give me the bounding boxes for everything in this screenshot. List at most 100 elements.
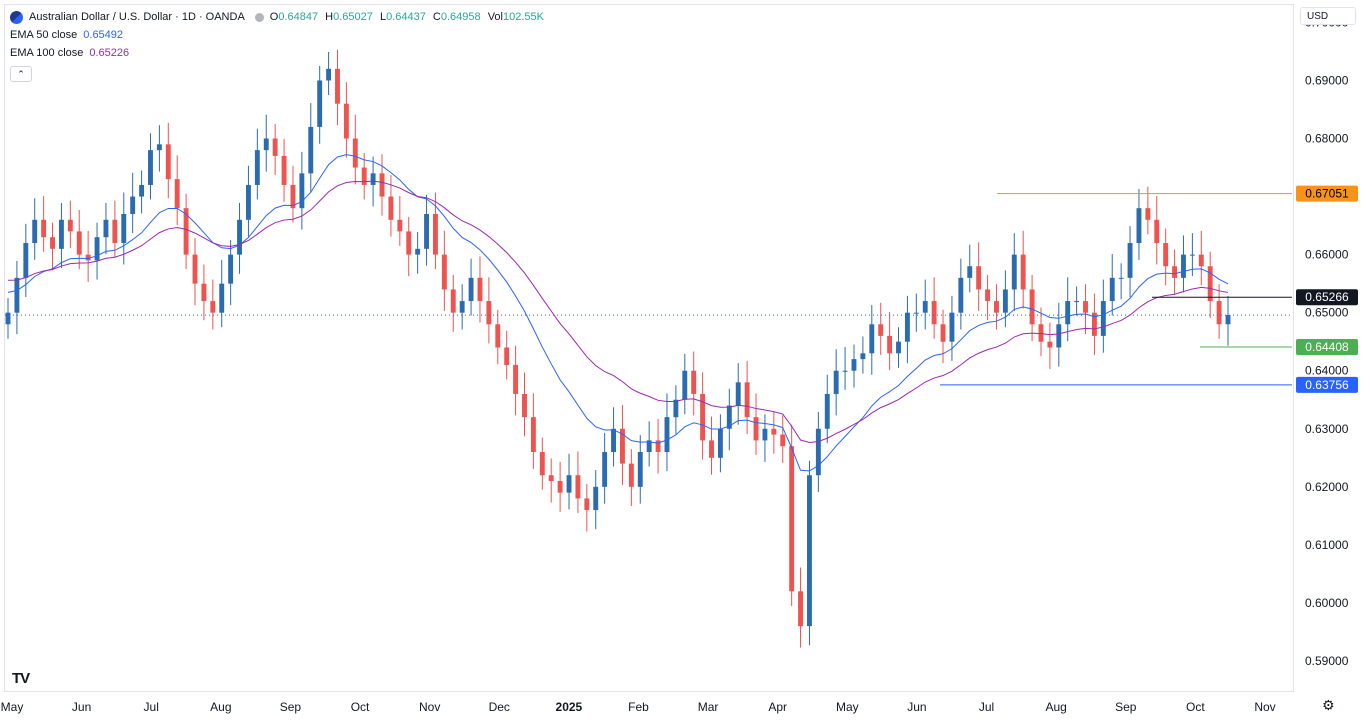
candle-body — [958, 277, 964, 313]
candle-body — [913, 312, 919, 314]
candle-body — [388, 196, 394, 220]
candle-body — [807, 475, 812, 627]
candle-body — [780, 434, 786, 447]
candle-body — [459, 301, 465, 313]
currency-selector[interactable]: USD — [1300, 7, 1356, 25]
level-price-label: 0.67051 — [1305, 187, 1349, 201]
candle-body — [967, 266, 973, 278]
candle-body — [557, 481, 563, 493]
candle-body — [1136, 208, 1142, 244]
candle-body — [165, 144, 171, 180]
x-tick-label: Sep — [280, 700, 302, 714]
y-tick-label: 0.65000 — [1305, 306, 1349, 320]
candle-body — [424, 213, 429, 249]
y-tick-label: 0.69000 — [1305, 73, 1349, 87]
ema100-row[interactable]: EMA 100 close 0.65226 — [10, 44, 548, 62]
candle-body — [450, 289, 456, 313]
candle-body — [628, 463, 634, 487]
candle-body — [1074, 301, 1080, 303]
candle-body — [522, 393, 527, 418]
candle-body — [1172, 266, 1178, 278]
y-tick-label: 0.68000 — [1305, 132, 1349, 146]
candle-body — [210, 301, 216, 313]
ema100-label: EMA 100 close — [10, 47, 84, 59]
ema50-line — [7, 154, 1229, 472]
level-price-label: 0.63756 — [1305, 378, 1349, 392]
candle-body — [530, 417, 536, 452]
candle-body — [1011, 254, 1017, 290]
x-tick-label: Nov — [1254, 700, 1275, 714]
ema50-row[interactable]: EMA 50 close 0.65492 — [10, 26, 548, 44]
ema100-value: 0.65226 — [89, 47, 130, 59]
candle-body — [219, 283, 225, 313]
candle-body — [940, 324, 946, 342]
candle-body — [5, 312, 11, 325]
candle-body — [611, 428, 616, 452]
x-tick-label: Oct — [351, 700, 370, 714]
candle-body — [201, 283, 207, 302]
candle-body — [379, 173, 385, 197]
candle-body — [1207, 266, 1213, 302]
candle-body — [824, 393, 830, 429]
candle-body — [691, 370, 697, 394]
candle-body — [281, 155, 287, 185]
candle-body — [495, 324, 501, 348]
candle-body — [1056, 324, 1062, 348]
candle-body — [673, 399, 679, 418]
candle-body — [985, 289, 991, 302]
candle-body — [263, 138, 269, 151]
candle-body — [1100, 301, 1106, 336]
candle-body — [949, 312, 955, 342]
candle-body — [121, 213, 127, 244]
candle-body — [1002, 289, 1008, 313]
candle-body — [1154, 219, 1160, 244]
candle-body — [904, 312, 910, 342]
candle-body — [1047, 341, 1053, 348]
high-label: H — [325, 11, 334, 23]
candle-body — [397, 219, 403, 232]
candle-body — [798, 591, 804, 627]
candle-body — [139, 184, 145, 197]
currency-label: USD — [1307, 10, 1329, 22]
collapse-legend-button[interactable]: ⌃ — [10, 66, 32, 82]
candle-body — [637, 451, 643, 487]
symbol-title[interactable]: Australian Dollar / U.S. Dollar · 1D · O… — [29, 11, 245, 23]
x-tick-label: Oct — [1186, 700, 1205, 714]
candle-body — [655, 440, 661, 452]
candle-body — [887, 335, 893, 354]
x-tick-label: Apr — [768, 700, 787, 714]
ema50-value: 0.65492 — [83, 29, 124, 41]
candle-body — [406, 231, 412, 255]
market-status-icon — [254, 12, 264, 22]
low-label: L — [379, 11, 387, 23]
level-price-label: 0.65266 — [1305, 290, 1349, 304]
candle-body — [539, 451, 545, 476]
candle-body — [361, 167, 367, 185]
candle-body — [833, 370, 839, 394]
candle-body — [1225, 314, 1231, 325]
x-tick-label: Feb — [628, 700, 649, 714]
y-tick-label: 0.66000 — [1305, 248, 1349, 262]
candle-body — [700, 393, 706, 441]
candle-body — [1163, 243, 1169, 267]
candle-body — [1038, 324, 1044, 342]
chart-frame — [4, 4, 1294, 692]
x-tick-label: Aug — [1045, 700, 1066, 714]
candle-body — [593, 486, 599, 511]
candle-body — [415, 248, 421, 255]
candle-body — [228, 254, 234, 284]
volume-label: Vol — [487, 11, 503, 23]
candle-body — [299, 173, 305, 209]
candle-body — [477, 277, 483, 302]
symbol-row[interactable]: Australian Dollar / U.S. Dollar · 1D · O… — [10, 8, 548, 26]
candle-body — [1127, 243, 1133, 278]
candle-body — [851, 359, 857, 371]
ema100-line — [7, 180, 1229, 443]
gear-icon[interactable]: ⚙ — [1322, 697, 1335, 713]
candle-body — [468, 277, 474, 302]
candle-body — [584, 498, 590, 511]
candle-body — [664, 417, 670, 452]
candle-body — [548, 475, 554, 482]
candle-body — [32, 219, 38, 244]
